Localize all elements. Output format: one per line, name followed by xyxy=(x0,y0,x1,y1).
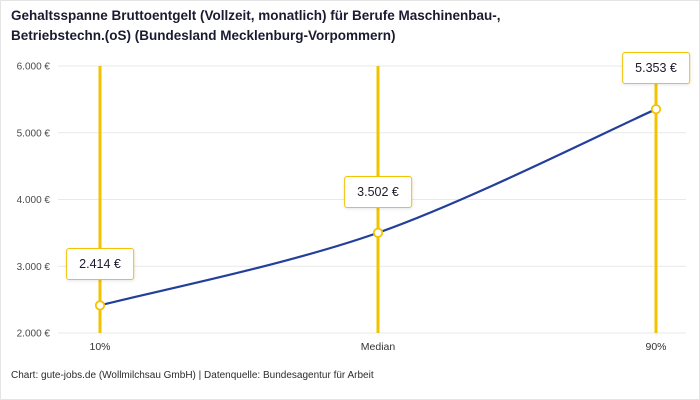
point-value-label: 3.502 € xyxy=(344,175,412,208)
x-tick-label: 90% xyxy=(645,341,666,353)
x-tick-label: 10% xyxy=(89,341,110,353)
data-point-marker xyxy=(650,104,662,115)
x-tick-label: Median xyxy=(361,341,396,353)
data-point-marker xyxy=(94,300,106,311)
y-tick-label: 2.000 € xyxy=(17,329,51,340)
y-tick-label: 5.000 € xyxy=(17,128,51,139)
y-tick-label: 3.000 € xyxy=(17,262,51,273)
chart-title: Gehaltsspanne Bruttoentgelt (Vollzeit, m… xyxy=(11,8,501,43)
y-tick-label: 4.000 € xyxy=(17,195,51,206)
chart-source-footer: Chart: gute-jobs.de (Wollmilchsau GmbH) … xyxy=(11,370,374,381)
point-value-label: 5.353 € xyxy=(622,52,690,85)
y-tick-label: 6.000 € xyxy=(17,62,51,73)
data-point-marker xyxy=(372,227,384,238)
point-value-label: 2.414 € xyxy=(66,248,134,281)
